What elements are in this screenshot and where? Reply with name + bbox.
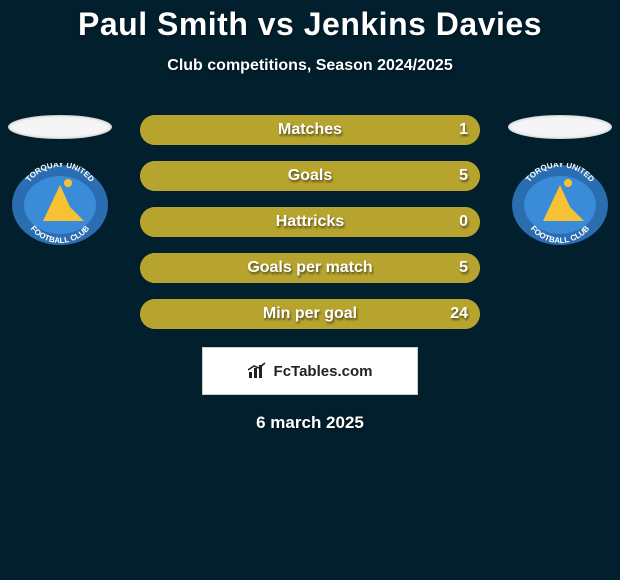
attribution-box[interactable]: FcTables.com <box>202 347 418 395</box>
stat-row: Goals 5 <box>140 161 480 191</box>
stat-inner: Goals <box>140 161 480 191</box>
stat-label: Matches <box>278 121 342 139</box>
stat-value: 5 <box>459 259 468 277</box>
content-area: TORQUAY UNITED FOOTBALL CLUB Matches 1 Goa… <box>0 115 620 329</box>
club-crest-icon: TORQUAY UNITED FOOTBALL CLUB <box>10 163 110 247</box>
stat-label: Min per goal <box>263 305 357 323</box>
bar-chart-icon <box>248 362 270 380</box>
club-badge-right: TORQUAY UNITED FOOTBALL CLUB <box>510 163 610 247</box>
stat-inner: Hattricks <box>140 207 480 237</box>
player-right-avatar-placeholder <box>508 115 612 139</box>
stat-inner: Matches <box>140 115 480 145</box>
date-label: 6 march 2025 <box>0 413 620 433</box>
stat-label: Hattricks <box>276 213 344 231</box>
subtitle: Club competitions, Season 2024/2025 <box>0 57 620 75</box>
stat-row: Matches 1 <box>140 115 480 145</box>
stat-inner: Min per goal <box>140 299 480 329</box>
attribution-text: FcTables.com <box>274 363 373 380</box>
stat-value: 1 <box>459 121 468 139</box>
player-right-column: TORQUAY UNITED FOOTBALL CLUB <box>500 115 620 247</box>
club-badge-left: TORQUAY UNITED FOOTBALL CLUB <box>10 163 110 247</box>
stat-value: 0 <box>459 213 468 231</box>
player-left-avatar-placeholder <box>8 115 112 139</box>
stat-row: Min per goal 24 <box>140 299 480 329</box>
stat-value: 24 <box>450 305 468 323</box>
page-title: Paul Smith vs Jenkins Davies <box>0 0 620 43</box>
stat-label: Goals <box>288 167 332 185</box>
stat-value: 5 <box>459 167 468 185</box>
stat-row: Hattricks 0 <box>140 207 480 237</box>
stat-inner: Goals per match <box>140 253 480 283</box>
page: Paul Smith vs Jenkins Davies Club compet… <box>0 0 620 580</box>
stat-label: Goals per match <box>247 259 372 277</box>
stats-list: Matches 1 Goals 5 Hattricks 0 Goals per match 5… <box>140 115 480 329</box>
club-crest-icon: TORQUAY UNITED FOOTBALL CLUB <box>510 163 610 247</box>
stat-row: Goals per match 5 <box>140 253 480 283</box>
player-left-column: TORQUAY UNITED FOOTBALL CLUB <box>0 115 120 247</box>
